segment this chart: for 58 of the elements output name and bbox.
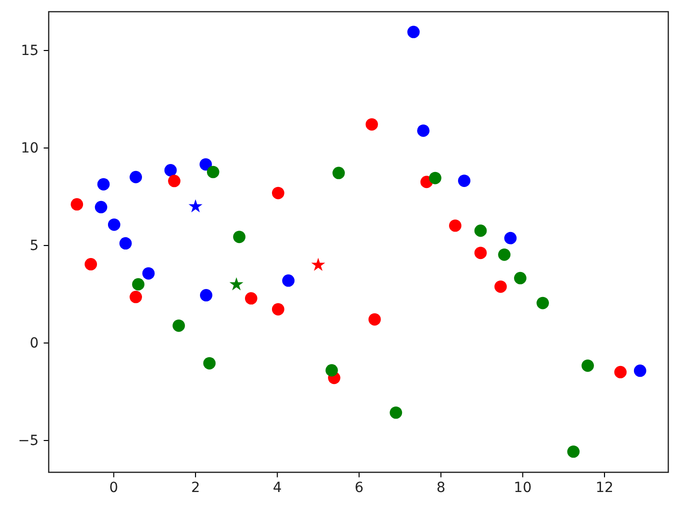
point — [311, 258, 326, 271]
point — [70, 198, 84, 211]
point — [332, 166, 345, 180]
point — [326, 364, 338, 376]
point — [229, 277, 244, 290]
x-tick-label: 6 — [354, 480, 364, 496]
point — [142, 267, 155, 280]
y-tick-label: 5 — [30, 238, 39, 254]
point — [108, 218, 120, 231]
point — [172, 319, 185, 332]
point — [474, 246, 487, 260]
point — [130, 170, 142, 184]
x-tick-label: 8 — [436, 480, 446, 496]
y-tick-label: 15 — [20, 42, 39, 59]
point — [272, 186, 284, 200]
point — [200, 158, 212, 171]
x-tick-label: 0 — [109, 480, 118, 496]
point — [567, 445, 580, 458]
point — [504, 232, 517, 244]
point — [119, 237, 132, 250]
point — [429, 172, 442, 184]
point — [417, 124, 430, 137]
point — [233, 230, 246, 244]
point — [634, 364, 646, 377]
point — [282, 274, 295, 287]
x-tick-label: 10 — [514, 480, 532, 496]
point — [244, 292, 258, 305]
x-tick-label: 2 — [191, 480, 200, 496]
point — [84, 258, 98, 270]
point — [206, 166, 220, 178]
point — [132, 278, 144, 290]
point — [449, 219, 462, 232]
point — [498, 248, 510, 261]
point — [458, 174, 470, 187]
point — [614, 366, 627, 378]
point — [514, 272, 526, 284]
point — [407, 26, 420, 38]
point — [200, 289, 212, 302]
y-tick-label: 0 — [30, 335, 39, 352]
point — [168, 174, 180, 188]
point — [272, 303, 284, 316]
point — [130, 290, 142, 304]
point — [474, 224, 487, 237]
point — [94, 200, 108, 214]
point — [164, 164, 177, 176]
point — [368, 313, 381, 326]
point — [188, 199, 202, 212]
point — [97, 178, 110, 190]
x-tick-label: 4 — [272, 480, 282, 496]
y-tick-label: 10 — [20, 140, 39, 156]
y-tick-label: −5 — [18, 432, 39, 449]
point — [494, 280, 507, 293]
point — [390, 406, 402, 419]
point — [582, 359, 594, 372]
point — [366, 118, 378, 131]
point — [536, 296, 549, 310]
point — [203, 357, 216, 370]
x-tick-label: 12 — [596, 480, 614, 496]
